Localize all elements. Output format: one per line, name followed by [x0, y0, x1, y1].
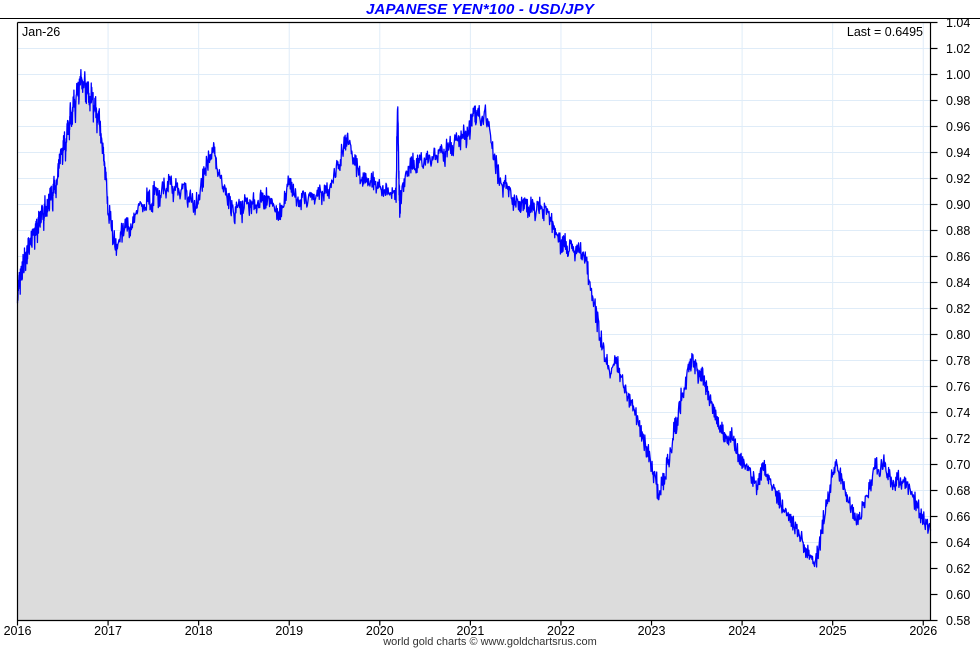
- y-axis-tick-label: 1.02: [946, 41, 971, 56]
- date-label: Jan-26: [22, 25, 61, 39]
- footer-credit: world gold charts © www.goldchartsrus.co…: [383, 636, 597, 648]
- x-axis-tick-label: 2019: [275, 624, 304, 638]
- y-axis-tick-label: 0.60: [946, 587, 971, 602]
- y-axis-tick-label: 0.80: [946, 327, 971, 342]
- tick-marks: [16, 21, 938, 626]
- x-axis-tick-label: 2018: [184, 624, 213, 638]
- series-area-fill: [17, 69, 931, 621]
- y-axis-tick-label: 0.74: [946, 405, 971, 420]
- y-axis-tick-label: 0.88: [946, 223, 971, 238]
- y-axis-tick-label: 0.64: [946, 535, 971, 550]
- x-axis-tick-label: 2026: [909, 624, 938, 638]
- last-value-label: Last = 0.6495: [846, 25, 923, 39]
- axis-frame: [16, 21, 932, 622]
- y-axis-tick-label: 0.70: [946, 457, 971, 472]
- y-axis-tick-label: 0.76: [946, 379, 971, 394]
- x-axis-tick-label: 2022: [547, 624, 575, 638]
- y-axis-tick-label: 0.96: [946, 119, 971, 134]
- x-axis-tick-label: 2021: [456, 624, 485, 638]
- x-axis-tick-label: 2024: [728, 624, 756, 638]
- y-axis-tick-label: 0.86: [946, 249, 971, 264]
- chart-title: JAPANESE YEN*100 - USD/JPY: [365, 1, 595, 18]
- y-axis-tick-label: 0.98: [946, 93, 971, 108]
- x-axis-tick-label: 2016: [3, 624, 32, 638]
- x-axis-tick-label: 2017: [94, 624, 122, 638]
- y-axis-tick-label: 0.62: [946, 561, 971, 576]
- y-axis-tick-label: 0.94: [946, 145, 971, 160]
- y-axis-tick-label: 0.68: [946, 483, 971, 498]
- x-axis-tick-label: 2023: [637, 624, 666, 638]
- y-axis-tick-label: 0.78: [946, 353, 971, 368]
- y-axis-tick-label: 0.66: [946, 509, 971, 524]
- y-axis-tick-label: 0.58: [946, 613, 971, 628]
- y-axis-tick-label: 0.82: [946, 301, 971, 316]
- y-axis-tick-label: 0.84: [946, 275, 971, 290]
- x-axis-tick-label: 2025: [818, 624, 847, 638]
- y-axis-tick-label: 0.72: [946, 431, 971, 446]
- x-axis-tick-label: 2020: [365, 624, 394, 638]
- y-axis-tick-label: 1.04: [946, 15, 971, 30]
- y-axis-tick-label: 1.00: [946, 67, 971, 82]
- y-axis-tick-label: 0.92: [946, 171, 971, 186]
- y-axis-tick-label: 0.90: [946, 197, 971, 212]
- series-line: [16, 68, 932, 568]
